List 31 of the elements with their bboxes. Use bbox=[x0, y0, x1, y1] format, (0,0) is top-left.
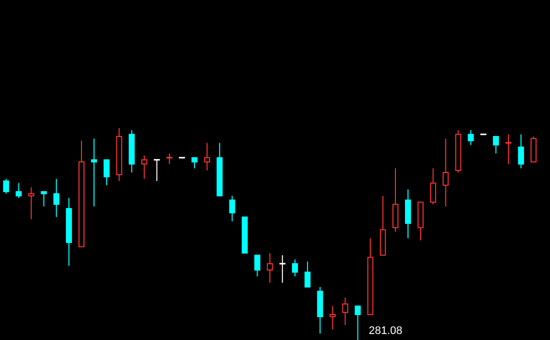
candlestick bbox=[330, 306, 336, 330]
candlestick bbox=[3, 178, 10, 194]
candlestick bbox=[504, 134, 512, 165]
candlestick bbox=[354, 306, 361, 340]
candlestick bbox=[405, 188, 411, 239]
candlestick bbox=[192, 157, 198, 169]
candlestick bbox=[342, 297, 348, 326]
candlestick bbox=[442, 138, 449, 207]
candlestick bbox=[40, 191, 47, 207]
annotation: 281.08 bbox=[368, 325, 402, 337]
candlestick bbox=[91, 138, 98, 207]
candlestick bbox=[28, 186, 34, 220]
candlestick bbox=[468, 130, 474, 146]
candlestick bbox=[153, 159, 161, 182]
candlestick bbox=[16, 182, 22, 198]
candlestick bbox=[292, 258, 298, 277]
candlestick bbox=[53, 178, 60, 218]
candlestick bbox=[518, 134, 524, 169]
candlestick bbox=[254, 254, 260, 277]
candlestick bbox=[229, 195, 236, 222]
candlestick bbox=[141, 155, 148, 180]
candlestick bbox=[392, 168, 398, 232]
candlestick bbox=[104, 159, 110, 186]
candlestick bbox=[304, 261, 311, 288]
candlestick bbox=[278, 254, 286, 284]
candlestick bbox=[166, 152, 174, 165]
candlestick bbox=[492, 136, 499, 154]
candlestick bbox=[530, 136, 537, 162]
candlestick bbox=[430, 168, 436, 205]
candlestick bbox=[266, 252, 273, 284]
candlestick bbox=[204, 142, 210, 171]
